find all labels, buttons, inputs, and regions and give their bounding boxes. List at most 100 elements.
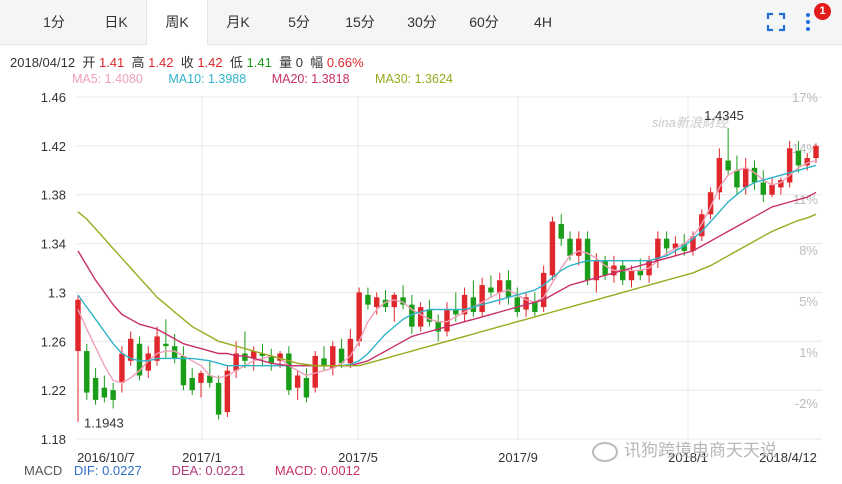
candle-down (795, 140, 802, 173)
tab-30min[interactable]: 30分 (407, 14, 437, 30)
candle-body (672, 243, 679, 249)
candle-body (461, 294, 468, 315)
candle-up (373, 292, 380, 315)
candle-up (330, 341, 336, 376)
candle-body (391, 294, 398, 308)
candle-body (593, 260, 600, 281)
candle-up (233, 341, 239, 378)
pct-tick-label: 14% (792, 141, 818, 156)
volume-value: 0 (295, 55, 303, 70)
candle-body (303, 377, 310, 398)
candle-down (734, 155, 740, 195)
candle-body (716, 158, 723, 193)
candle-down (286, 346, 292, 396)
max-price-label: 1.4345 (704, 108, 744, 123)
pct-tick-label: -2% (795, 396, 819, 411)
candle-body (760, 182, 767, 195)
candle-body (681, 243, 687, 251)
candle-body (233, 353, 239, 371)
tab-monthly-k[interactable]: 月K (226, 14, 250, 30)
fullscreen-icon[interactable] (762, 0, 790, 44)
candle-body (400, 297, 406, 305)
candle-down (751, 160, 758, 190)
candle-up (119, 346, 125, 393)
candle-body (540, 272, 547, 308)
tab-daily-k[interactable]: 日K (104, 14, 128, 30)
candle-body (619, 265, 626, 281)
candle-up (154, 326, 160, 366)
candle-down (110, 382, 116, 409)
candle-down (453, 292, 459, 322)
candle-body (189, 377, 195, 391)
candle-body (119, 353, 125, 383)
candle-body (171, 346, 178, 359)
candle-down (400, 285, 406, 310)
y-tick-label: 1.18 (41, 432, 66, 447)
tab-60min[interactable]: 60分 (469, 14, 499, 30)
y-tick-label: 1.3 (48, 285, 66, 300)
candle-down (663, 231, 670, 256)
candle-body (470, 297, 477, 312)
candle-down (101, 375, 108, 403)
candle-up (523, 292, 529, 317)
candle-body (699, 214, 705, 237)
candle-body (338, 348, 345, 364)
candle-up (804, 153, 810, 171)
candle-up (347, 329, 354, 369)
candle-body (611, 265, 617, 276)
dif-label: DIF: 0.0227 (73, 463, 142, 478)
candle-body (567, 238, 573, 256)
candle-up (742, 158, 749, 195)
candle-up (312, 351, 318, 393)
high-label: 高 (131, 55, 145, 70)
pct-tick-label: 5% (799, 294, 818, 309)
candle-body (778, 180, 784, 188)
change-label: 幅 (310, 55, 324, 70)
candle-body (321, 358, 327, 366)
tab-15min[interactable]: 15分 (345, 14, 375, 30)
candle-up (198, 370, 204, 398)
y-tick-label: 1.46 (41, 90, 66, 105)
tab-weekly-k[interactable]: 周K (146, 0, 208, 45)
ma10-line (77, 164, 817, 367)
candle-body (786, 148, 793, 183)
ma30-legend: MA30: 1.3624 (375, 72, 453, 86)
candle-body (479, 285, 485, 312)
quote-date: 2018/04/12 (10, 55, 76, 70)
candle-body (523, 297, 529, 310)
candle-body (795, 150, 802, 166)
candle-up (224, 365, 231, 418)
candle-body (628, 270, 635, 281)
candle-down (365, 287, 371, 310)
account-watermark: 讯狗跨境电商天天说 (592, 436, 777, 462)
candle-body (751, 167, 758, 183)
ma5-legend: MA5: 1.4080 (72, 72, 143, 86)
candle-up (391, 292, 398, 322)
candle-body (215, 382, 222, 415)
candle-body (549, 221, 556, 276)
candle-down (681, 233, 687, 256)
vertical-dots-icon[interactable] (800, 0, 816, 44)
candle-body (426, 309, 433, 322)
min-price-label: 1.1943 (84, 416, 124, 431)
notification-badge[interactable]: 1 (814, 3, 831, 20)
candle-up (628, 265, 635, 288)
candle-down (321, 346, 327, 371)
candle-body (409, 304, 415, 327)
candle-body (417, 307, 424, 327)
candle-body (532, 302, 538, 312)
candle-body (602, 260, 608, 276)
tab-1min[interactable]: 1分 (43, 14, 65, 30)
candle-up (786, 140, 793, 188)
candle-up (250, 346, 257, 371)
candle-down (584, 231, 591, 286)
y-tick-label: 1.38 (41, 188, 66, 203)
tab-4h[interactable]: 4H (534, 14, 552, 30)
tab-5min[interactable]: 5分 (288, 14, 310, 30)
candle-body (655, 238, 661, 261)
candle-up (479, 277, 485, 317)
candle-down (171, 333, 178, 364)
macd-value-label: MACD: 0.0012 (274, 463, 361, 478)
candle-body (198, 373, 204, 383)
candle-down (338, 338, 345, 369)
